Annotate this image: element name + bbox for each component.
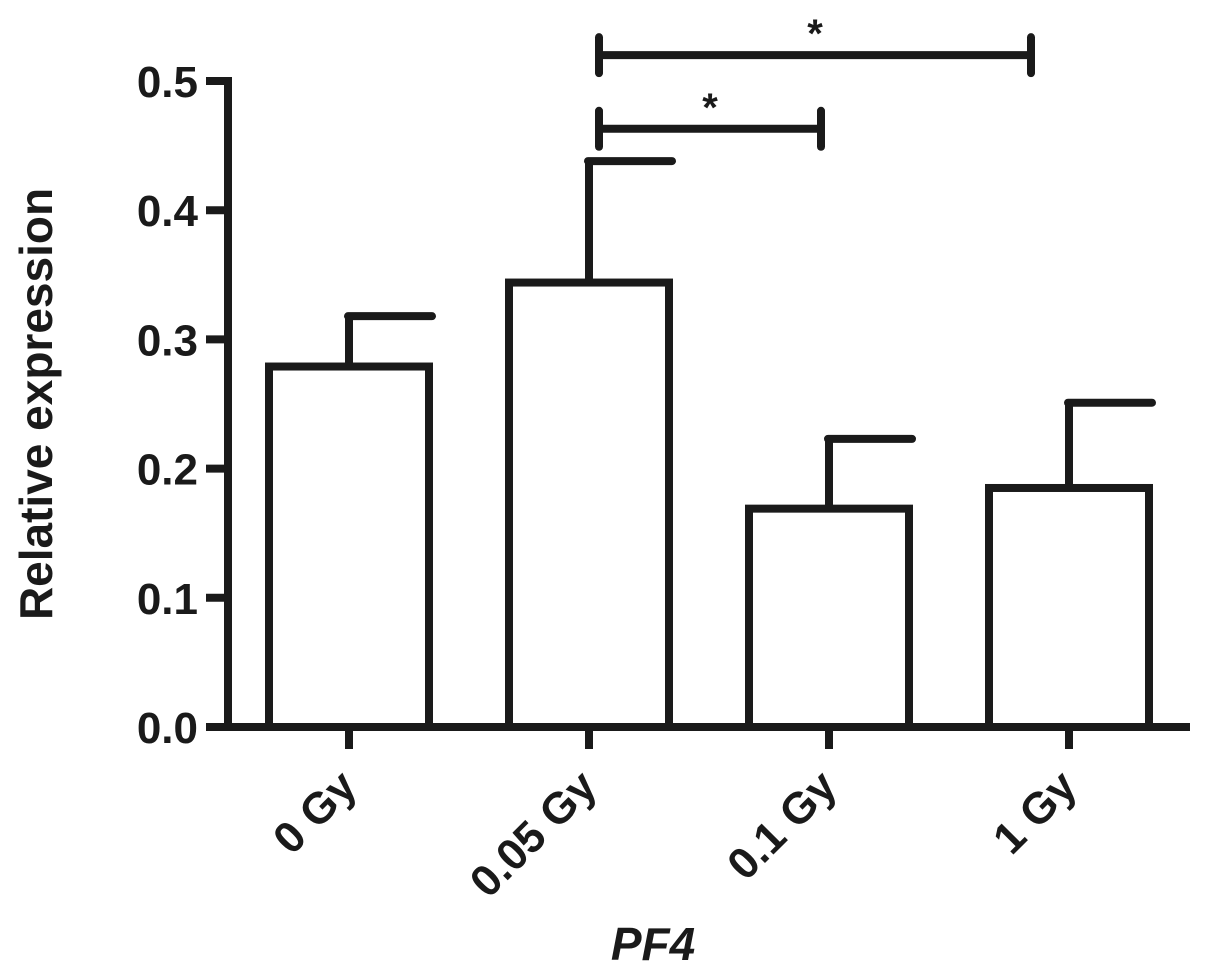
y-axis: 0.0 0.1 0.2 0.3 0.4 0.5 [137,58,232,753]
significance-brackets: ** [595,12,1035,151]
significance-star: * [807,12,823,56]
bar [745,504,913,732]
x-axis: 0 Gy 0.05 Gy 0.1 Gy 1 Gy [224,723,1190,907]
y-tick-label: 0.5 [137,58,198,107]
y-tick-label: 0.2 [137,446,198,495]
y-tick-label: 0.3 [137,316,198,365]
x-tick-label: 0.05 Gy [461,761,607,907]
error-bars [344,157,1156,509]
bars [265,278,1153,732]
y-tick-label: 0.0 [137,704,198,753]
x-tick-label: 0.1 Gy [718,761,846,889]
y-axis-title: Relative expression [10,188,62,620]
significance-star: * [702,86,718,130]
y-tick-label: 0.1 [137,575,198,624]
y-tick-label: 0.4 [137,187,199,236]
x-tick-label: 1 Gy [984,761,1086,863]
bar [985,483,1153,732]
x-axis-title: PF4 [611,918,695,970]
bar [505,278,673,731]
bar [265,362,433,731]
x-tick-label: 0 Gy [264,761,366,863]
